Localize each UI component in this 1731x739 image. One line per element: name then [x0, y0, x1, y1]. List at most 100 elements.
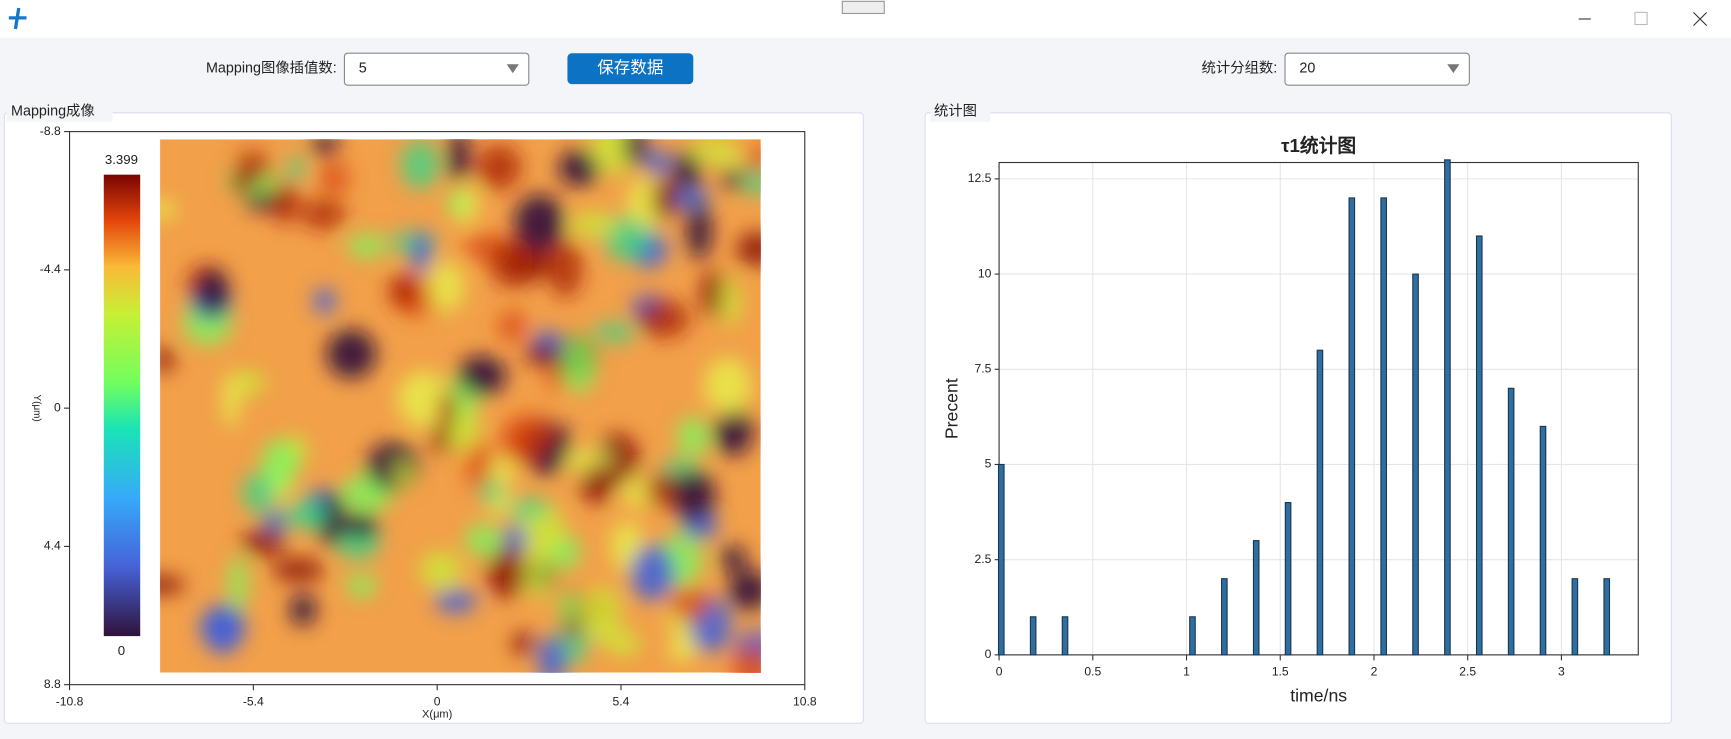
y-tick-label: 0: [985, 647, 992, 661]
heatmap-blob: [301, 199, 346, 230]
heatmap-blob: [668, 584, 711, 622]
heatmap-blobs: [160, 139, 761, 673]
heatmap-blob: [630, 544, 675, 601]
groups-label: 统计分组数:: [1202, 59, 1278, 76]
heatmap-blob: [514, 194, 565, 252]
y-tick-label: 5: [985, 457, 992, 471]
heatmap-blob: [592, 323, 637, 342]
stats-panel: [924, 112, 1672, 724]
interp-dropdown[interactable]: [343, 52, 530, 86]
heatmap-blob: [583, 586, 622, 643]
heatmap-blob: [651, 176, 679, 221]
heatmap-blob: [568, 212, 619, 237]
bar: [1603, 578, 1611, 656]
maximize-button[interactable]: [1634, 11, 1648, 26]
bar: [1571, 578, 1579, 656]
heatmap-blob: [400, 140, 439, 189]
heatmap-blob: [457, 355, 507, 396]
heatmap-blob: [260, 439, 300, 488]
heatmap-blob: [344, 513, 378, 539]
heatmap-blob: [521, 432, 556, 452]
interp-label: Mapping图像插值数:: [206, 59, 337, 76]
heatmap-blob: [677, 416, 708, 459]
heatmap-blob: [222, 373, 241, 428]
heatmap-blob: [290, 593, 317, 626]
bar: [1061, 616, 1069, 656]
heatmap-blob: [524, 343, 558, 366]
heatmap-blob: [160, 200, 177, 219]
heatmap-blob: [286, 157, 306, 180]
heatmap-blob: [160, 575, 186, 595]
heatmap-blob: [487, 546, 527, 599]
heatmap-blob: [668, 636, 697, 663]
heatmap-blob: [346, 234, 388, 258]
chart-title: τ1统计图: [1281, 134, 1356, 156]
heatmap-blob: [731, 643, 761, 673]
x-tick-label: 1.5: [1272, 665, 1289, 679]
heatmap-blob: [326, 329, 377, 379]
dropdown-arrow: [1447, 64, 1460, 74]
heatmap-blob: [466, 439, 493, 494]
heatmap-blob: [448, 139, 471, 184]
y-tick-label: 10: [978, 266, 992, 280]
heatmap-blob: [196, 268, 229, 317]
y-axis-label: Y(μm): [31, 395, 42, 422]
heatmap-blob: [235, 151, 271, 184]
heatmap-blob: [397, 370, 449, 428]
x-tick-label: 0.5: [1084, 665, 1101, 679]
heatmap-blob: [721, 545, 747, 573]
bar: [1475, 235, 1483, 656]
x-tick-label: -5.4: [243, 695, 264, 709]
heatmap-blob: [559, 592, 582, 623]
heatmap-blob: [728, 570, 761, 611]
panel-caption-bg: [6, 101, 113, 122]
heatmap-blob: [508, 498, 550, 519]
heatmap-blob: [476, 144, 522, 190]
y-tick-label: 4.4: [44, 539, 61, 553]
bar: [1507, 387, 1515, 656]
x-tick-label: 5.4: [613, 695, 630, 709]
panel-caption-bg: [930, 101, 991, 122]
groups-dropdown[interactable]: [1284, 52, 1470, 86]
heatmap-blob: [489, 237, 539, 288]
drag-handle[interactable]: [841, 0, 885, 15]
x-tick-label: 1: [1183, 665, 1190, 679]
heatmap-blob: [312, 139, 339, 156]
heatmap-blob: [284, 499, 330, 530]
heatmap-blob: [720, 168, 745, 188]
heatmap-blob: [428, 261, 465, 313]
charts: -10.8 -5.4 0 5.4 10.8 -8.8 -4.4 0 4.4 8.8 X(μm) Y(μ…: [31, 124, 1639, 720]
heatmap-blob: [160, 346, 175, 374]
save-button-label: 保存数据: [597, 58, 663, 77]
heatmap-blob: [673, 470, 716, 522]
heatmap-blob: [605, 631, 641, 657]
heatmap-blob: [624, 139, 646, 166]
x-axis-label: time/ns: [1290, 685, 1347, 705]
save-button[interactable]: [567, 53, 694, 85]
heatmap-blob: [228, 556, 248, 611]
heatmap-blob: [497, 309, 528, 343]
heatmap-blob: [704, 357, 752, 415]
close-button[interactable]: [1693, 11, 1708, 27]
heatmap-blob: [388, 273, 419, 308]
heatmap-image: [160, 139, 761, 673]
heatmap-blob: [700, 270, 726, 317]
x-tick-label: 3: [1558, 665, 1565, 679]
heatmap-blob: [447, 193, 468, 215]
heatmap-blob: [465, 523, 502, 557]
x-tick-label: 0: [996, 665, 1003, 679]
bar: [1316, 349, 1324, 656]
heatmap-blob: [525, 545, 552, 600]
bar: [997, 463, 1005, 656]
y-tick-label: 2.5: [974, 552, 991, 566]
heatmap-blob: [511, 632, 536, 656]
x-tick-label: 10.8: [793, 695, 817, 709]
heatmap-blob: [272, 558, 325, 582]
heatmap-blob: [241, 528, 286, 556]
heatmap-blob: [746, 144, 761, 175]
colorbar: [103, 174, 141, 637]
heatmap-blob: [558, 149, 601, 187]
x-tick-label: -10.8: [56, 695, 84, 709]
groups-value: 20: [1299, 60, 1315, 76]
